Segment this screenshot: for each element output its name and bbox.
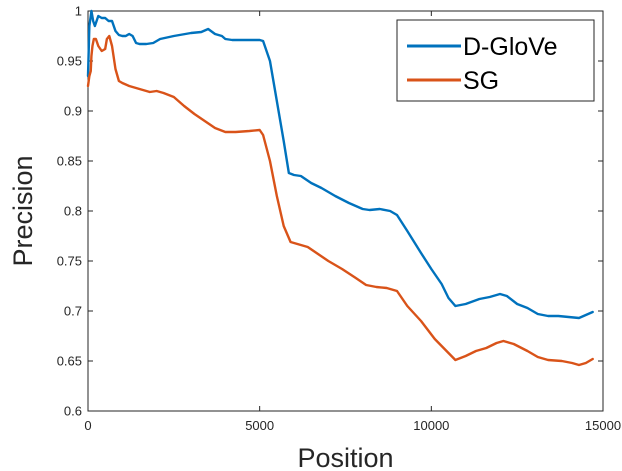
y-tick-label: 0.65	[57, 354, 82, 369]
axis-ticks: 0 5000 10000 15000 0.6 0.65 0.7 0.75 0.8 0.85 0.9 0…	[57, 4, 621, 434]
x-tick-label: 0	[84, 418, 91, 433]
x-axis-title: Position	[297, 443, 393, 471]
y-axis-title: Precision	[8, 155, 38, 266]
series-layer	[86, 9, 594, 367]
y-tick-label: 0.85	[57, 154, 82, 169]
legend-label: SG	[463, 67, 499, 95]
y-tick-label: 0.6	[64, 404, 82, 419]
legend-label: D-GloVe	[463, 33, 557, 61]
x-tick-label: 10000	[413, 418, 449, 433]
y-tick-label: 0.75	[57, 254, 82, 269]
legend-box	[396, 19, 595, 102]
series-line-d-glove	[86, 9, 594, 320]
y-tick-label: 0.8	[64, 204, 82, 219]
series-line-sg	[86, 34, 594, 367]
y-tick-label: 0.9	[64, 104, 82, 119]
y-tick-label: 0.95	[57, 54, 82, 69]
x-tick-label: 15000	[585, 418, 621, 433]
x-tick-label: 5000	[245, 418, 274, 433]
y-tick-label: 1	[75, 4, 82, 19]
y-tick-label: 0.7	[64, 304, 82, 319]
legend: D-GloVe SG	[396, 19, 595, 102]
